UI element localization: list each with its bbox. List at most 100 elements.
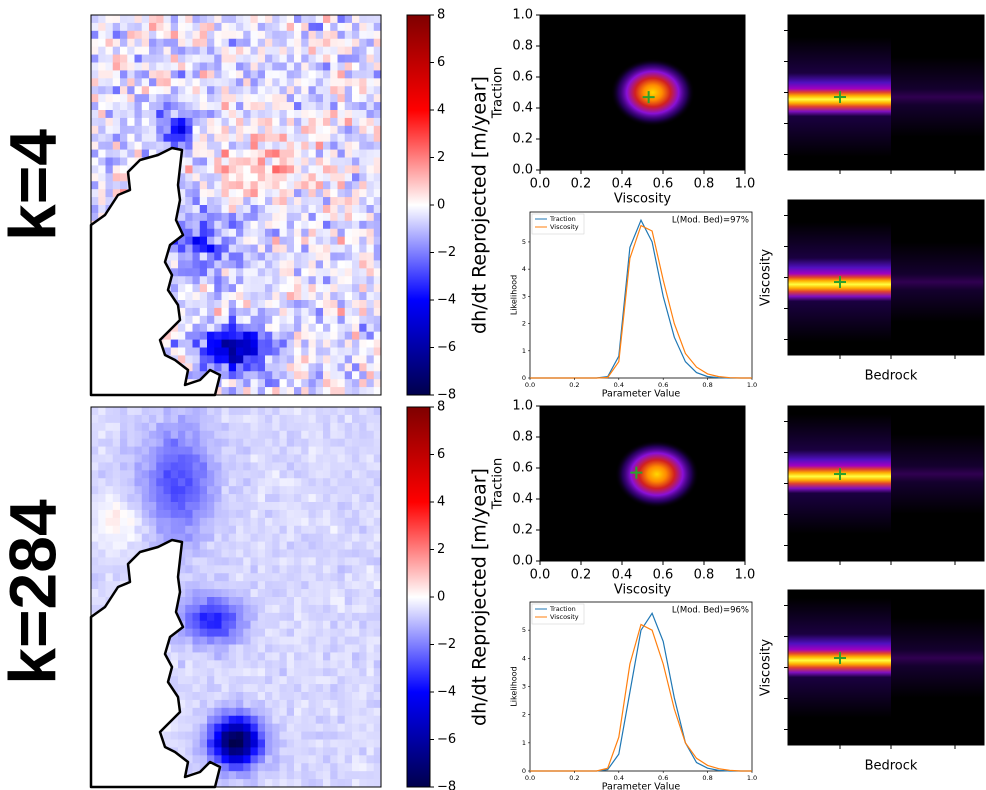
- map-cell: [352, 268, 360, 276]
- map-cell: [345, 126, 353, 134]
- map-cell: [193, 134, 201, 142]
- map-cell: [258, 526, 266, 534]
- tick-label: 0.0: [512, 163, 533, 178]
- map-cell: [294, 245, 302, 253]
- map-cell: [149, 126, 157, 134]
- map-cell: [265, 557, 273, 565]
- map-cell: [338, 518, 346, 526]
- map-cell: [185, 478, 193, 486]
- map-cell: [294, 379, 302, 387]
- map-cell: [243, 692, 251, 700]
- map-cell: [265, 165, 273, 173]
- map-cell: [294, 510, 302, 518]
- tick-label: 0.4: [512, 101, 533, 116]
- map-cell: [352, 526, 360, 534]
- map-cell: [294, 253, 302, 261]
- map-cell: [193, 660, 201, 668]
- map-cell: [98, 47, 106, 55]
- map-cell: [338, 708, 346, 716]
- map-cell: [352, 771, 360, 779]
- map-cell: [330, 340, 338, 348]
- map-cell: [294, 771, 302, 779]
- map-cell: [156, 526, 164, 534]
- map-cell: [374, 39, 382, 47]
- map-cell: [113, 63, 121, 71]
- map-cell: [338, 371, 346, 379]
- map-cell: [229, 221, 237, 229]
- map-cell: [338, 645, 346, 653]
- map-cell: [127, 455, 135, 463]
- map-cell: [374, 740, 382, 748]
- tick-label: −2: [437, 245, 456, 260]
- map-cell: [243, 597, 251, 605]
- map-cell: [106, 534, 114, 542]
- map-cell: [374, 355, 382, 363]
- map-cell: [323, 581, 331, 589]
- map-cell: [367, 700, 375, 708]
- map-cell: [265, 332, 273, 340]
- map-cell: [367, 268, 375, 276]
- map-cell: [251, 86, 259, 94]
- map-cell: [214, 316, 222, 324]
- map-cell: [287, 181, 295, 189]
- map-cell: [243, 502, 251, 510]
- map-cell: [316, 237, 324, 245]
- map-cell: [222, 486, 230, 494]
- map-cell: [236, 629, 244, 637]
- map-cell: [229, 189, 237, 197]
- map-cell: [98, 462, 106, 470]
- map-cell: [222, 102, 230, 110]
- map-cell: [265, 747, 273, 755]
- map-cell: [229, 494, 237, 502]
- map-cell: [214, 47, 222, 55]
- map-cell: [236, 348, 244, 356]
- map-cell: [171, 740, 179, 748]
- map-cell: [164, 455, 172, 463]
- map-cell: [294, 660, 302, 668]
- map-cell: [258, 462, 266, 470]
- map-cell: [243, 363, 251, 371]
- map-cell: [229, 348, 237, 356]
- map-cell: [301, 455, 309, 463]
- map-cell: [258, 316, 266, 324]
- map-cell: [287, 565, 295, 573]
- map-cell: [113, 165, 121, 173]
- map-cell: [214, 237, 222, 245]
- map-cell: [309, 308, 317, 316]
- map-cell: [316, 31, 324, 39]
- map-cell: [135, 39, 143, 47]
- map-cell: [352, 340, 360, 348]
- map-cell: [251, 557, 259, 565]
- map-cell: [352, 332, 360, 340]
- map-cell: [309, 355, 317, 363]
- map-cell: [345, 379, 353, 387]
- map-cell: [127, 407, 135, 415]
- map-cell: [316, 229, 324, 237]
- map-cell: [214, 86, 222, 94]
- map-cell: [193, 510, 201, 518]
- map-cell: [193, 189, 201, 197]
- map-cell: [171, 518, 179, 526]
- map-cell: [272, 118, 280, 126]
- map-cell: [345, 747, 353, 755]
- map-cell: [229, 268, 237, 276]
- map-cell: [294, 637, 302, 645]
- map-cell: [185, 542, 193, 550]
- map-cell: [200, 213, 208, 221]
- map-cell: [345, 486, 353, 494]
- map-cell: [272, 332, 280, 340]
- map-cell: [193, 542, 201, 550]
- map-cell: [374, 31, 382, 39]
- map-cell: [156, 502, 164, 510]
- map-cell: [272, 245, 280, 253]
- map-cell: [352, 213, 360, 221]
- map-cell: [135, 423, 143, 431]
- map-cell: [229, 700, 237, 708]
- map-cell: [294, 63, 302, 71]
- map-cell: [106, 557, 114, 565]
- map-cell: [251, 70, 259, 78]
- map-cell: [352, 415, 360, 423]
- map-cell: [258, 637, 266, 645]
- map-cell: [178, 292, 186, 300]
